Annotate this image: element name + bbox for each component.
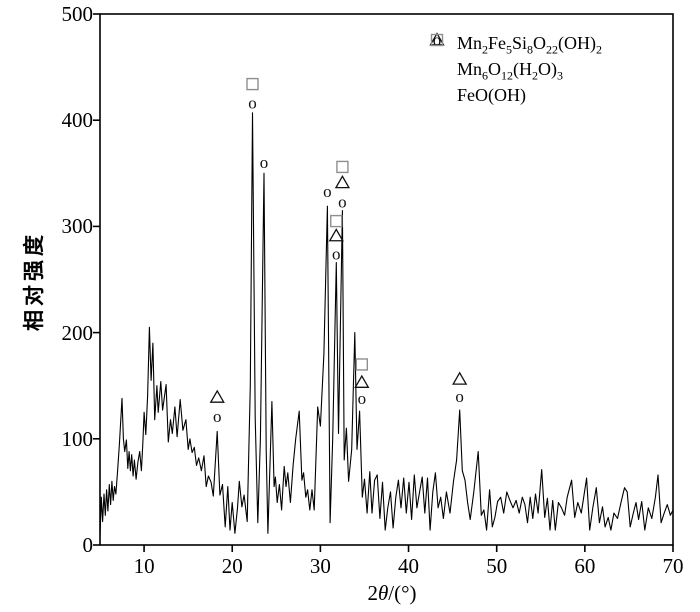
x-tick-label: 50 bbox=[486, 554, 508, 578]
legend-label: Mn2Fe5Si8O22(OH)2 bbox=[457, 32, 603, 57]
x-tick-label: 30 bbox=[309, 554, 331, 578]
y-tick-label: 200 bbox=[61, 320, 94, 345]
peak-marker-square-icon bbox=[330, 214, 343, 228]
legend-label: Mn6O12(H2O)3 bbox=[457, 58, 564, 83]
peak-marker-circle-icon: o bbox=[358, 389, 367, 408]
legend-marker-canvas bbox=[430, 33, 444, 47]
x-tick-label: 40 bbox=[398, 554, 420, 578]
peak-marker-triangle-icon bbox=[209, 389, 225, 403]
peak-marker-circle-icon: o bbox=[338, 192, 347, 211]
x-tick-label: 20 bbox=[221, 554, 243, 578]
legend-item: Mn6O12(H2O)3 bbox=[426, 32, 602, 83]
legend-label: FeO(OH) bbox=[457, 84, 526, 105]
legend-marker bbox=[426, 32, 448, 79]
y-tick-label: 500 bbox=[61, 2, 94, 26]
legend-item: o Mn2Fe5Si8O22(OH)2 bbox=[426, 30, 602, 56]
peak-marker-square-icon bbox=[336, 160, 349, 174]
peak-marker-triangle-icon bbox=[334, 175, 351, 189]
peak-marker-triangle-icon bbox=[452, 371, 468, 385]
legend-triangle-icon bbox=[429, 32, 445, 46]
y-axis-label: 相对强度 bbox=[23, 231, 46, 331]
peak-marker-circle-icon: o bbox=[323, 182, 332, 201]
y-tick-label: 300 bbox=[61, 214, 94, 239]
y-tick-label: 0 bbox=[82, 533, 94, 557]
legend: o Mn2Fe5Si8O22(OH)2 Mn6O12(H2O)3 FeO(OH) bbox=[426, 30, 602, 108]
x-tick-label: 70 bbox=[662, 554, 684, 578]
y-tick-label: 400 bbox=[61, 108, 94, 133]
legend-item: FeO(OH) bbox=[426, 33, 602, 108]
legend-marker bbox=[426, 33, 448, 105]
x-tick-label: 10 bbox=[133, 554, 155, 578]
peak-marker-circle-icon: o bbox=[248, 94, 257, 113]
legend-marker-canvas: o bbox=[433, 31, 442, 50]
peak-marker-circle-icon: o bbox=[455, 387, 464, 406]
peak-marker-circle-icon: o bbox=[213, 407, 222, 426]
peak-marker-square-icon bbox=[355, 358, 369, 371]
peak-marker-square-icon bbox=[246, 77, 259, 91]
plot-frame bbox=[99, 13, 674, 546]
legend-square-icon bbox=[430, 33, 444, 47]
peak-marker-circle-icon: o bbox=[332, 245, 341, 264]
y-tick-label: 100 bbox=[61, 426, 94, 451]
x-tick-label: 60 bbox=[574, 554, 596, 578]
xrd-trace-line bbox=[99, 112, 674, 538]
peak-marker-triangle-icon bbox=[328, 228, 344, 242]
peak-marker-triangle-icon bbox=[354, 374, 370, 388]
legend-marker: o bbox=[426, 31, 448, 53]
legend-marker-canvas bbox=[429, 32, 445, 46]
x-axis-label: 2θ/(°) bbox=[367, 581, 417, 605]
peak-marker-circle-icon: o bbox=[260, 153, 269, 172]
legend-circle-icon: o bbox=[433, 31, 442, 50]
